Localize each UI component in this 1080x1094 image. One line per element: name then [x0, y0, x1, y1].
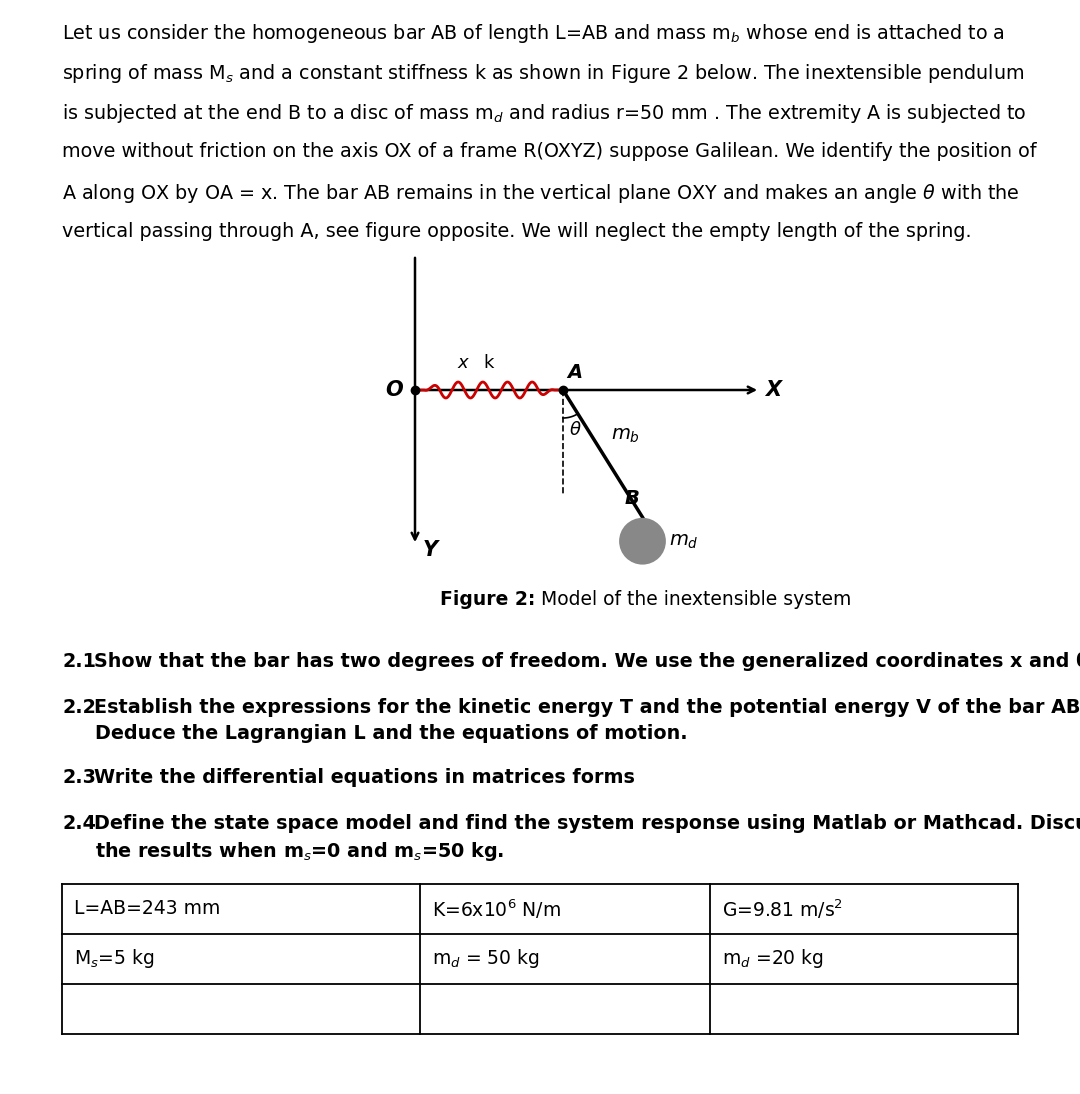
Text: k: k: [484, 354, 495, 372]
Text: Establish the expressions for the kinetic energy T and the potential energy V of: Establish the expressions for the kineti…: [94, 698, 1080, 717]
Text: Figure 2:: Figure 2:: [440, 590, 535, 609]
Text: B: B: [624, 489, 639, 509]
Text: A along OX by OA = x. The bar AB remains in the vertical plane OXY and makes an : A along OX by OA = x. The bar AB remains…: [62, 182, 1020, 205]
Circle shape: [621, 520, 664, 563]
Text: M$_s$=5 kg: M$_s$=5 kg: [75, 947, 154, 970]
Text: is subjected at the end B to a disc of mass m$_d$ and radius r=50 mm . The extre: is subjected at the end B to a disc of m…: [62, 102, 1026, 125]
Text: $\theta$: $\theta$: [569, 421, 582, 439]
Text: spring of mass M$_s$ and a constant stiffness k as shown in Figure 2 below. The : spring of mass M$_s$ and a constant stif…: [62, 62, 1024, 85]
Text: O: O: [386, 380, 403, 400]
Text: K=6x10$^6$ N/m: K=6x10$^6$ N/m: [432, 897, 561, 921]
Text: the results when m$_s$=0 and m$_s$=50 kg.: the results when m$_s$=0 and m$_s$=50 kg…: [95, 840, 504, 863]
Text: Define the state space model and find the system response using Matlab or Mathca: Define the state space model and find th…: [94, 814, 1080, 833]
Text: 2.1: 2.1: [62, 652, 96, 671]
Text: X: X: [765, 380, 781, 400]
Text: move without friction on the axis OX of a frame R(OXYZ) suppose Galilean. We ide: move without friction on the axis OX of …: [62, 142, 1037, 161]
Text: A: A: [567, 363, 582, 382]
Text: Model of the inextensible system: Model of the inextensible system: [535, 590, 851, 609]
Text: m$_d$ =20 kg: m$_d$ =20 kg: [723, 947, 824, 970]
Text: 2.3: 2.3: [62, 768, 96, 787]
Text: vertical passing through A, see figure opposite. We will neglect the empty lengt: vertical passing through A, see figure o…: [62, 222, 972, 241]
Text: Let us consider the homogeneous bar AB of length L=AB and mass m$_b$ whose end i: Let us consider the homogeneous bar AB o…: [62, 22, 1005, 45]
Text: m$_d$ = 50 kg: m$_d$ = 50 kg: [432, 947, 540, 970]
Text: L=AB=243 mm: L=AB=243 mm: [75, 899, 220, 919]
Text: G=9.81 m/s$^2$: G=9.81 m/s$^2$: [723, 897, 843, 921]
Text: $m_b$: $m_b$: [611, 426, 640, 445]
Text: Show that the bar has two degrees of freedom. We use the generalized coordinates: Show that the bar has two degrees of fre…: [94, 652, 1080, 671]
Text: Deduce the Lagrangian L and the equations of motion.: Deduce the Lagrangian L and the equation…: [95, 724, 688, 743]
Text: 2.2: 2.2: [62, 698, 96, 717]
Text: Write the differential equations in matrices forms: Write the differential equations in matr…: [94, 768, 635, 787]
Text: x: x: [457, 354, 468, 372]
Text: 2.4: 2.4: [62, 814, 96, 833]
Text: Y: Y: [423, 540, 438, 560]
Text: $m_d$: $m_d$: [670, 532, 699, 550]
